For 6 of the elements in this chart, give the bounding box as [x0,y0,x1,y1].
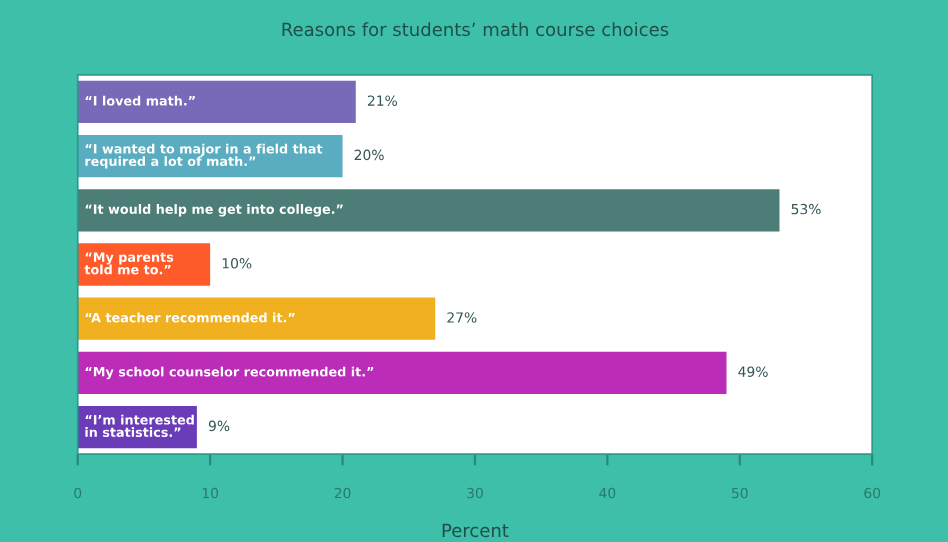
x-axis-title: Percent [442,523,509,538]
chart-title: Reasons for students’ math course choices [282,22,669,37]
bar [77,351,727,395]
bar [77,189,780,232]
bar [77,297,436,340]
bar [77,80,356,124]
